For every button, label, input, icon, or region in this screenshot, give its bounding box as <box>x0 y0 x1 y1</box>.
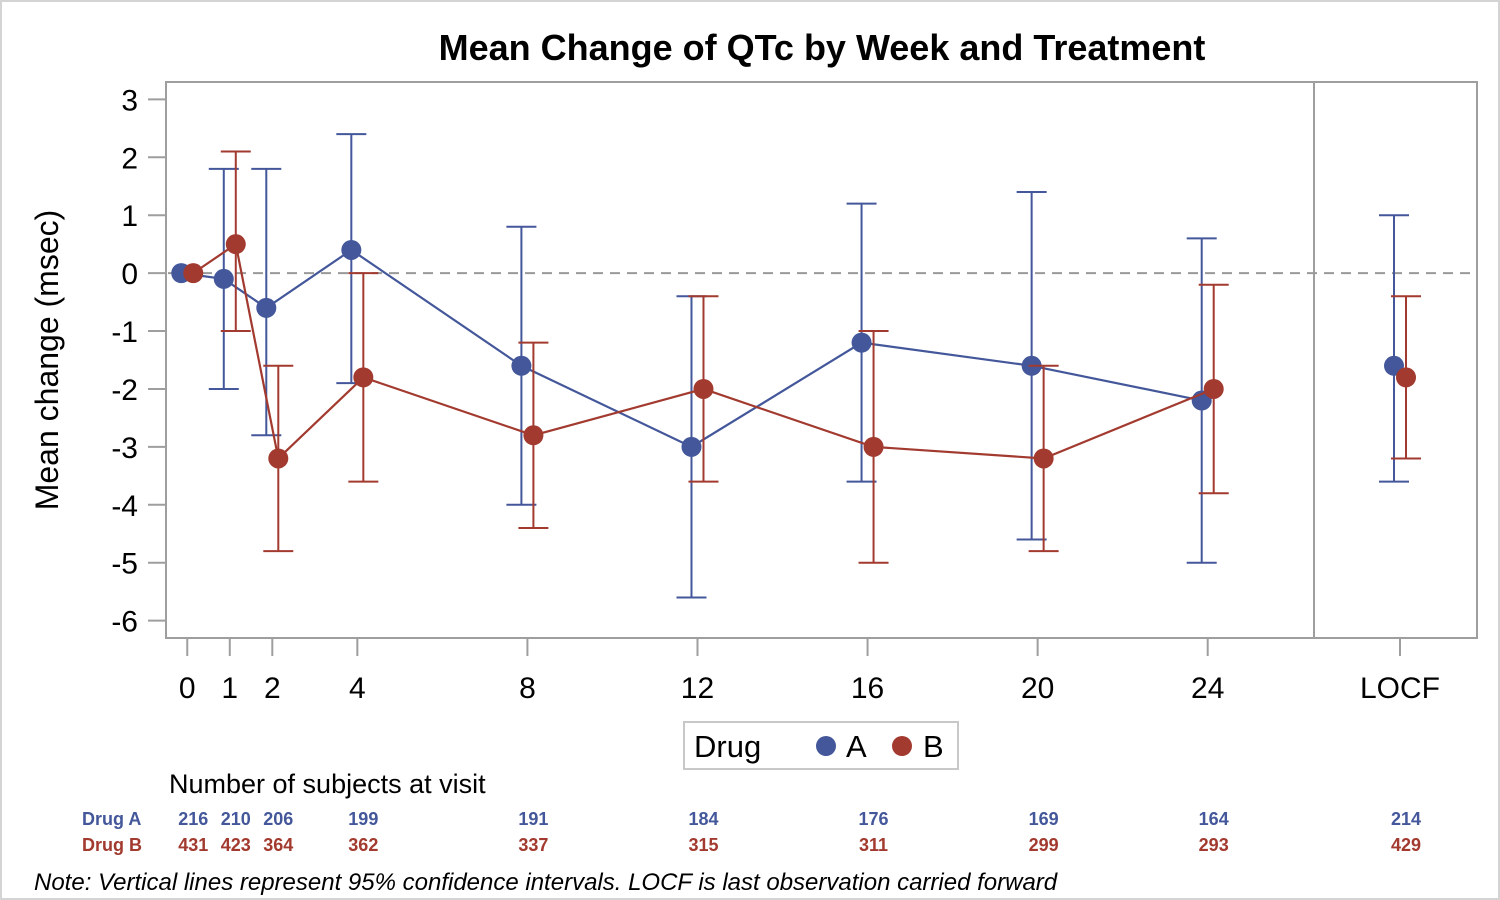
x-tick-label: 12 <box>681 672 714 705</box>
subjects-count: 184 <box>688 809 718 829</box>
x-tick-label: 16 <box>851 672 884 705</box>
legend-marker-a <box>816 736 836 756</box>
subjects-count: 199 <box>348 809 378 829</box>
series-layer <box>171 133 1421 599</box>
subjects-row-label: Drug B <box>82 835 142 855</box>
x-tick-label: 4 <box>349 672 366 705</box>
x-tick-label: 0 <box>179 672 196 705</box>
data-point <box>851 332 872 353</box>
data-point <box>225 234 246 255</box>
x-axis: 0 1 2 4 8 12 16 20 24 LOCF <box>179 638 1440 705</box>
data-point <box>1033 448 1054 469</box>
chart-title: Mean Change of QTc by Week and Treatment <box>439 27 1206 68</box>
y-tick-label: -6 <box>111 606 138 639</box>
subjects-table: Drug A 216 210 206 199 191 184 176 169 164 214 Drug… <box>82 809 1421 855</box>
subjects-count: 337 <box>518 835 548 855</box>
subjects-count: 423 <box>221 835 251 855</box>
data-point <box>511 355 532 376</box>
x-tick-label-locf: LOCF <box>1360 672 1440 705</box>
main-plot-panel <box>165 81 1315 639</box>
data-point <box>183 263 204 284</box>
locf-data-point <box>1396 367 1416 388</box>
subjects-count-locf: 214 <box>1391 809 1421 829</box>
data-point <box>693 378 714 399</box>
data-point <box>268 448 289 469</box>
y-tick-label: -1 <box>111 316 138 349</box>
subjects-count: 216 <box>178 809 208 829</box>
locf-plot-panel <box>1313 81 1478 639</box>
data-point <box>213 268 234 289</box>
series-a <box>171 133 1409 599</box>
series-b <box>183 150 1421 564</box>
y-tick-label: 3 <box>121 84 138 117</box>
subjects-count: 176 <box>859 809 889 829</box>
data-point <box>863 436 884 457</box>
subjects-count: 311 <box>859 835 888 855</box>
subjects-count: 191 <box>518 809 548 829</box>
y-tick-label: -5 <box>111 548 138 581</box>
subjects-count: 169 <box>1029 809 1059 829</box>
legend-label-a: A <box>846 729 867 764</box>
data-point <box>341 239 362 260</box>
x-tick-label: 20 <box>1021 672 1054 705</box>
legend-marker-b <box>892 736 912 756</box>
subjects-count: 164 <box>1199 809 1229 829</box>
legend-title: Drug <box>694 729 761 764</box>
y-tick-label: -4 <box>111 490 138 523</box>
y-axis: 3 2 1 0 -1 -2 -3 -4 -5 -6 <box>111 84 166 639</box>
y-tick-label: 2 <box>121 142 138 175</box>
subjects-count-locf: 429 <box>1391 835 1421 855</box>
y-tick-label: 1 <box>121 200 138 233</box>
subjects-count: 293 <box>1199 835 1229 855</box>
y-tick-label: -2 <box>111 374 138 407</box>
footnote: Note: Vertical lines represent 95% confi… <box>34 869 1058 896</box>
subjects-count: 210 <box>221 809 251 829</box>
subjects-row-label: Drug A <box>82 809 141 829</box>
subjects-count: 431 <box>178 835 208 855</box>
subjects-table-title: Number of subjects at visit <box>169 769 486 799</box>
subjects-count: 315 <box>688 835 718 855</box>
y-tick-label: 0 <box>121 258 138 291</box>
y-axis-label: Mean change (msec) <box>29 210 65 511</box>
data-point <box>353 367 374 388</box>
data-point <box>256 297 277 318</box>
subjects-count: 206 <box>263 809 293 829</box>
y-tick-label: -3 <box>111 432 138 465</box>
subjects-count: 362 <box>348 835 378 855</box>
data-point <box>681 436 702 457</box>
data-point <box>1203 378 1224 399</box>
legend-label-b: B <box>923 729 944 764</box>
x-tick-label: 8 <box>519 672 536 705</box>
legend: Drug A B <box>683 721 959 770</box>
data-point <box>523 425 544 446</box>
x-tick-label: 2 <box>264 672 281 705</box>
x-tick-label: 1 <box>221 672 238 705</box>
subjects-count: 364 <box>263 835 293 855</box>
subjects-count: 299 <box>1029 835 1059 855</box>
x-tick-label: 24 <box>1191 672 1224 705</box>
